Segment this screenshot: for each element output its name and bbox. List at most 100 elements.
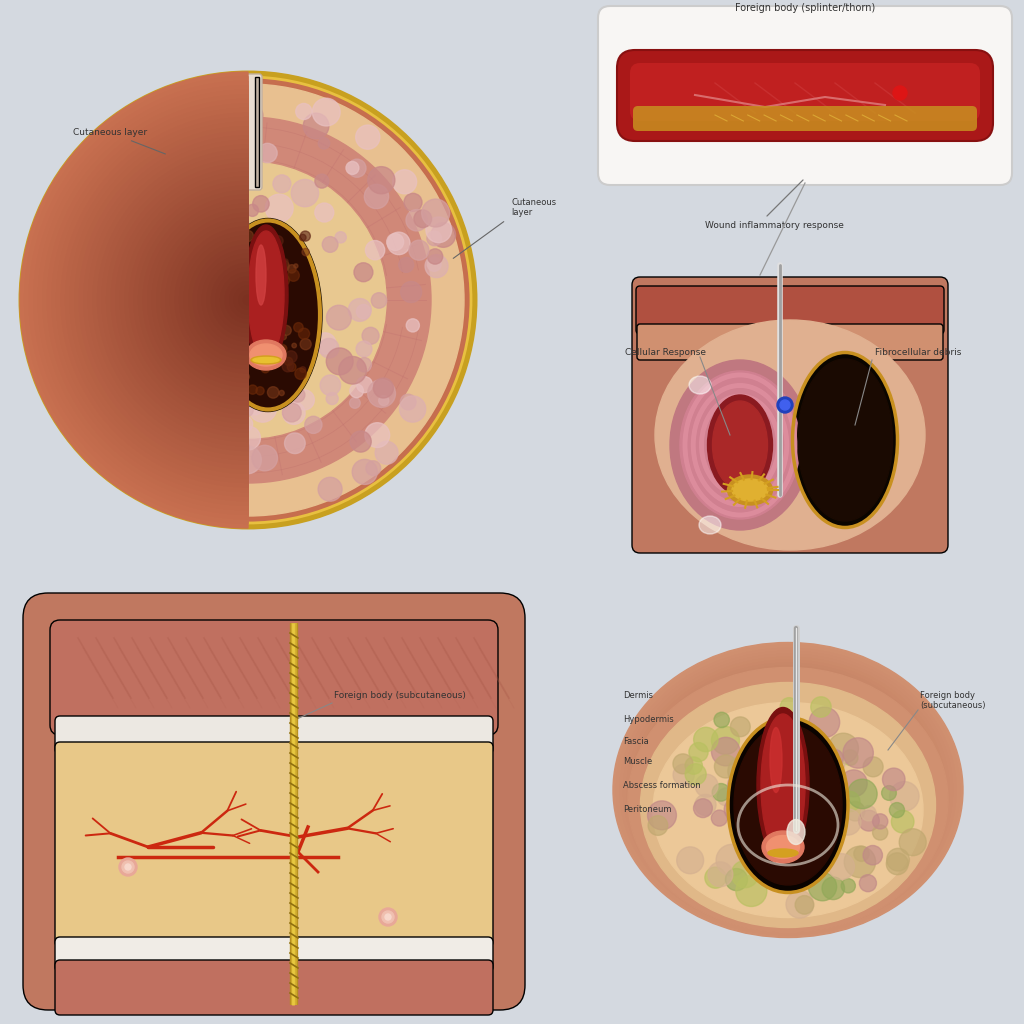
Polygon shape — [116, 168, 248, 432]
Text: Abscess formation: Abscess formation — [623, 780, 700, 790]
Circle shape — [844, 846, 876, 878]
Ellipse shape — [644, 669, 932, 911]
Circle shape — [285, 357, 293, 366]
Circle shape — [887, 848, 909, 871]
Circle shape — [236, 246, 244, 253]
Circle shape — [81, 133, 415, 467]
Circle shape — [260, 244, 266, 250]
Circle shape — [179, 231, 316, 369]
Circle shape — [362, 328, 379, 344]
Circle shape — [265, 195, 293, 222]
Ellipse shape — [693, 711, 883, 869]
Circle shape — [736, 876, 767, 906]
Circle shape — [314, 203, 334, 222]
Circle shape — [685, 764, 707, 784]
Polygon shape — [188, 241, 248, 359]
Circle shape — [793, 751, 818, 777]
Circle shape — [283, 403, 301, 422]
Circle shape — [813, 802, 843, 831]
Circle shape — [647, 801, 677, 829]
Circle shape — [795, 896, 814, 914]
Circle shape — [285, 351, 297, 362]
Polygon shape — [220, 272, 248, 328]
Ellipse shape — [651, 675, 925, 905]
Circle shape — [808, 872, 837, 901]
Ellipse shape — [680, 698, 896, 882]
Ellipse shape — [742, 752, 834, 828]
Circle shape — [763, 839, 782, 857]
Circle shape — [368, 380, 395, 408]
Circle shape — [221, 273, 274, 327]
Circle shape — [828, 756, 845, 771]
Circle shape — [249, 394, 276, 422]
Circle shape — [130, 182, 366, 418]
Circle shape — [769, 841, 793, 864]
Polygon shape — [121, 172, 248, 428]
Polygon shape — [93, 145, 248, 455]
Polygon shape — [175, 227, 248, 373]
Ellipse shape — [624, 651, 952, 929]
Text: Peritoneum: Peritoneum — [623, 806, 672, 814]
Circle shape — [66, 118, 430, 482]
Ellipse shape — [757, 764, 819, 816]
Polygon shape — [157, 209, 248, 391]
Circle shape — [244, 296, 252, 304]
Circle shape — [693, 727, 718, 752]
Circle shape — [50, 102, 445, 498]
Circle shape — [811, 696, 831, 717]
Circle shape — [816, 791, 837, 811]
Circle shape — [352, 460, 377, 484]
Circle shape — [61, 114, 434, 486]
Polygon shape — [216, 268, 248, 332]
Circle shape — [32, 83, 465, 516]
Ellipse shape — [761, 714, 805, 856]
Polygon shape — [30, 81, 248, 519]
FancyBboxPatch shape — [55, 961, 493, 1015]
Circle shape — [134, 186, 362, 414]
Circle shape — [346, 162, 358, 174]
Polygon shape — [147, 200, 248, 400]
Ellipse shape — [705, 719, 872, 861]
Polygon shape — [162, 213, 248, 387]
Circle shape — [379, 908, 397, 926]
Ellipse shape — [613, 642, 963, 938]
Circle shape — [256, 330, 265, 338]
Circle shape — [258, 393, 274, 410]
Circle shape — [73, 125, 423, 475]
Circle shape — [792, 823, 812, 844]
Circle shape — [168, 220, 328, 380]
Circle shape — [365, 184, 389, 209]
Polygon shape — [47, 99, 248, 501]
Circle shape — [278, 344, 287, 354]
Circle shape — [165, 216, 332, 384]
Ellipse shape — [699, 516, 721, 534]
Circle shape — [279, 274, 290, 286]
Ellipse shape — [253, 357, 279, 362]
Circle shape — [777, 397, 793, 413]
Circle shape — [882, 785, 896, 801]
Circle shape — [350, 384, 364, 397]
Circle shape — [890, 781, 920, 811]
Circle shape — [398, 257, 414, 272]
Circle shape — [677, 847, 703, 873]
Circle shape — [406, 210, 427, 231]
Ellipse shape — [725, 737, 851, 843]
Ellipse shape — [734, 725, 842, 885]
Ellipse shape — [732, 479, 768, 501]
Circle shape — [234, 344, 241, 351]
Polygon shape — [134, 186, 248, 414]
Circle shape — [348, 159, 366, 177]
Ellipse shape — [708, 395, 772, 495]
Circle shape — [122, 861, 134, 873]
Ellipse shape — [683, 701, 893, 879]
Circle shape — [266, 287, 276, 297]
Text: Foreign body
(subcutaneous): Foreign body (subcutaneous) — [920, 690, 985, 710]
Circle shape — [253, 281, 263, 290]
Circle shape — [270, 238, 279, 247]
Circle shape — [846, 802, 865, 821]
Circle shape — [356, 304, 371, 318]
Circle shape — [379, 395, 389, 406]
Circle shape — [138, 189, 358, 411]
Circle shape — [365, 423, 390, 447]
Circle shape — [237, 426, 260, 450]
